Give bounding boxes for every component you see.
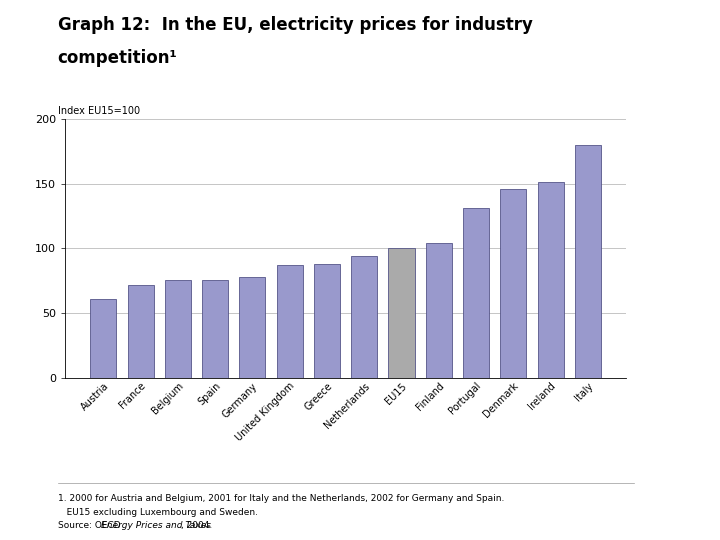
Text: Source: OECD: Source: OECD xyxy=(58,521,123,530)
Text: Index EU15=100: Index EU15=100 xyxy=(58,106,140,116)
Bar xyxy=(500,189,526,378)
Bar xyxy=(389,248,415,378)
Bar xyxy=(127,285,153,378)
Bar xyxy=(314,264,340,378)
Bar xyxy=(202,280,228,378)
Bar xyxy=(239,277,266,378)
Text: , 2004.: , 2004. xyxy=(181,521,212,530)
Text: Energy Prices and Taxes: Energy Prices and Taxes xyxy=(101,521,211,530)
Bar xyxy=(90,299,117,378)
Bar xyxy=(165,280,191,378)
Bar xyxy=(538,183,564,378)
Text: 1. 2000 for Austria and Belgium, 2001 for Italy and the Netherlands, 2002 for Ge: 1. 2000 for Austria and Belgium, 2001 fo… xyxy=(58,494,504,503)
Bar xyxy=(351,256,377,378)
Bar xyxy=(276,265,302,378)
Bar xyxy=(463,208,489,378)
Text: competition¹: competition¹ xyxy=(58,49,177,66)
Text: EU15 excluding Luxembourg and Sweden.: EU15 excluding Luxembourg and Sweden. xyxy=(58,508,258,517)
Bar xyxy=(575,145,601,378)
Text: Graph 12:  In the EU, electricity prices for industry: Graph 12: In the EU, electricity prices … xyxy=(58,16,533,34)
Bar xyxy=(426,243,452,378)
